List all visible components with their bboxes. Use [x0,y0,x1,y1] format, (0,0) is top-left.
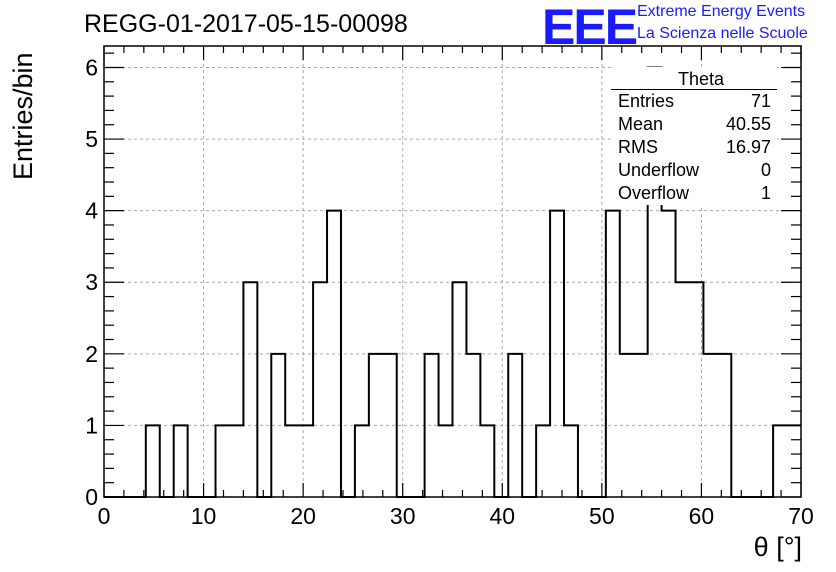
x-tick-label: 40 [489,503,515,529]
stats-value: 40.55 [725,114,771,134]
stats-row-underflow: Underflow 0 [611,159,777,182]
x-tick-label: 0 [98,503,111,529]
stats-label: Entries [618,91,675,111]
y-tick-label: 3 [85,269,98,295]
y-tick-label: 5 [85,126,98,152]
x-tick-label: 20 [290,503,316,529]
stats-label: Overflow [618,183,690,203]
stats-row-overflow: Overflow 1 [611,182,777,205]
x-tick-label: 10 [191,503,217,529]
logo-line-1: Extreme Energy Events [637,3,806,20]
stats-value: 71 [750,91,771,111]
y-tick-labels: 0 1 2 3 4 5 6 [85,54,98,510]
logo-line-2: La Scienza nelle Scuole [637,25,808,42]
y-tick-label: 4 [85,198,98,224]
chart-title: REGG-01-2017-05-15-00098 [84,10,408,38]
stats-value: 0 [760,160,771,180]
stats-label: Underflow [618,160,700,180]
stats-row-entries: Entries 71 [611,90,777,113]
x-tick-label: 70 [788,503,814,529]
y-tick-label: 0 [85,484,98,510]
x-tick-label: 50 [589,503,615,529]
x-tick-labels: 0 10 20 30 40 50 60 70 [98,503,814,529]
stats-row-mean: Mean 40.55 [611,113,777,136]
x-tick-label: 30 [390,503,416,529]
stats-value: 1 [760,183,771,203]
eee-logo: EEE [542,0,638,55]
stats-row-rms: RMS 16.97 [611,136,777,159]
stats-box: Theta Entries 71 Mean 40.55 RMS 16.97 Un… [611,67,777,205]
x-tick-label: 60 [689,503,715,529]
y-axis-label: Entries/bin [8,52,38,180]
y-tick-label: 1 [85,412,98,438]
stats-label: RMS [618,137,658,157]
plot-frame [103,45,802,498]
x-axis-label: θ [°] [753,532,802,562]
y-tick-label: 2 [85,341,98,367]
stats-title: Theta [611,67,777,90]
axis-ticks [103,46,802,498]
stats-label: Mean [618,114,664,134]
y-tick-label: 6 [85,54,98,80]
stats-value: 16.97 [725,137,771,157]
